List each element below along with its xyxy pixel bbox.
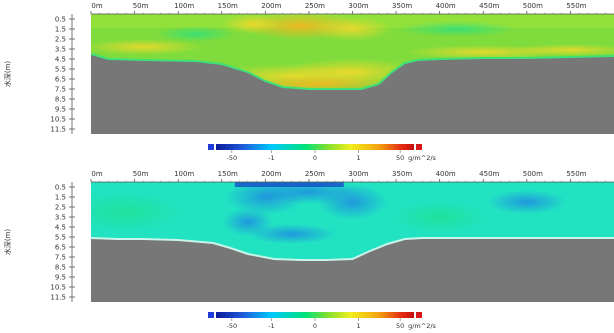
x-tick-label: 150m <box>218 2 238 10</box>
field-patch <box>389 201 490 233</box>
colorbar-tick-label: 0 <box>313 154 317 162</box>
colorbar-unit-label: g/m^2/s <box>408 154 436 162</box>
colorbar-gradient <box>216 312 414 318</box>
y-tick-label: 7.5 <box>55 86 66 94</box>
y-axis-label: 水深(m) <box>3 229 12 256</box>
colorbar-tick-label: 1 <box>356 154 360 162</box>
x-tick-label: 550m <box>566 170 586 178</box>
field-patch <box>397 21 518 37</box>
colorbar-tick-label: 50 <box>396 322 404 330</box>
colorbar-over-swatch <box>416 312 422 318</box>
field-patch <box>222 14 283 34</box>
x-tick-label: 400m <box>436 2 456 10</box>
seabed <box>91 238 614 302</box>
y-tick-label: 1.5 <box>55 26 66 34</box>
surface-strong-negative <box>234 182 344 187</box>
colorbar-tick-label: -1 <box>268 322 274 330</box>
colorbar-tick-label: -50 <box>227 154 238 162</box>
y-tick-label: 2.5 <box>55 204 66 212</box>
colorbar: -50 -1 0 1 50 g/m^2/s <box>208 144 437 162</box>
x-tick-label: 350m <box>392 170 412 178</box>
colorbar-tick-label: 1 <box>356 322 360 330</box>
field-patch <box>312 17 393 41</box>
y-tick-label: 6.5 <box>55 244 66 252</box>
y-tick-label: 10.5 <box>50 116 66 124</box>
x-tick-label: 500m <box>523 2 543 10</box>
y-tick-label: 9.5 <box>55 106 66 114</box>
y-tick-label: 1.5 <box>55 194 66 202</box>
y-tick-label: 8.5 <box>55 264 66 272</box>
x-tick-label: 150m <box>218 170 238 178</box>
x-tick-label: 250m <box>305 170 325 178</box>
field-patch <box>91 39 204 55</box>
colorbar-under-swatch <box>208 144 214 150</box>
field-patch <box>510 44 614 56</box>
field-patch <box>155 26 236 42</box>
x-tick-label: 250m <box>305 2 325 10</box>
y-tick-label: 5.5 <box>55 234 66 242</box>
x-tick-label: 100m <box>174 2 194 10</box>
y-axis-label: 水深(m) <box>3 61 12 88</box>
plot-area <box>91 182 614 302</box>
colorbar-tick-label: 50 <box>396 154 404 162</box>
field-patch <box>486 190 567 214</box>
y-tick-label: 9.5 <box>55 274 66 282</box>
y-tick-label: 11.5 <box>50 294 66 302</box>
seabed <box>91 54 614 134</box>
colorbar-unit-label: g/m^2/s <box>408 322 436 330</box>
y-tick-label: 11.5 <box>50 126 66 134</box>
field-patch <box>91 192 186 232</box>
x-tick-label: 100m <box>174 170 194 178</box>
field-patch <box>246 224 337 244</box>
x-tick-label: 350m <box>392 2 412 10</box>
y-tick-label: 10.5 <box>50 284 66 292</box>
x-tick-label: 400m <box>436 170 456 178</box>
colorbar-tick-label: -50 <box>227 322 238 330</box>
y-tick-label: 4.5 <box>55 224 66 232</box>
x-tick-label: 300m <box>348 2 368 10</box>
panel-lower: 0m 50m 100m 150m 200m 250m 300m 350m 400m 450m 500… <box>3 170 614 330</box>
x-tick-label: 550m <box>566 2 586 10</box>
x-tick-label: 450m <box>479 2 499 10</box>
field-patch <box>317 184 388 220</box>
panel-upper: 0m 50m 100m 150m 200m 250m 300m 350m 400m 450m 500… <box>3 2 614 162</box>
x-tick-label: 450m <box>479 170 499 178</box>
colorbar: -50 -1 0 1 50 g/m^2/s <box>208 312 437 330</box>
x-tick-label: 500m <box>523 170 543 178</box>
y-tick-label: 3.5 <box>55 214 66 222</box>
seabed-boundary-line <box>91 237 614 261</box>
colorbar-over-swatch <box>416 144 422 150</box>
y-tick-label: 8.5 <box>55 96 66 104</box>
x-tick-label: 0m <box>91 2 102 10</box>
x-tick-label: 50m <box>133 170 149 178</box>
x-tick-label: 200m <box>261 170 281 178</box>
y-tick-label: 6.5 <box>55 76 66 84</box>
colorbar-tick-label: -1 <box>268 154 274 162</box>
y-tick-label: 3.5 <box>55 46 66 54</box>
x-tick-label: 200m <box>261 2 281 10</box>
plot-area <box>91 14 614 134</box>
y-tick-label: 4.5 <box>55 56 66 64</box>
x-tick-label: 50m <box>133 2 149 10</box>
seabed-boundary-line <box>91 53 614 90</box>
colorbar-under-swatch <box>208 312 214 318</box>
y-tick-label: 0.5 <box>55 16 66 24</box>
x-tick-label: 300m <box>348 170 368 178</box>
y-tick-label: 2.5 <box>55 36 66 44</box>
colorbar-tick-label: 0 <box>313 322 317 330</box>
y-tick-label: 0.5 <box>55 184 66 192</box>
x-tick-label: 0m <box>91 170 102 178</box>
colorbar-gradient <box>216 144 414 150</box>
y-tick-label: 5.5 <box>55 66 66 74</box>
y-tick-label: 7.5 <box>55 254 66 262</box>
